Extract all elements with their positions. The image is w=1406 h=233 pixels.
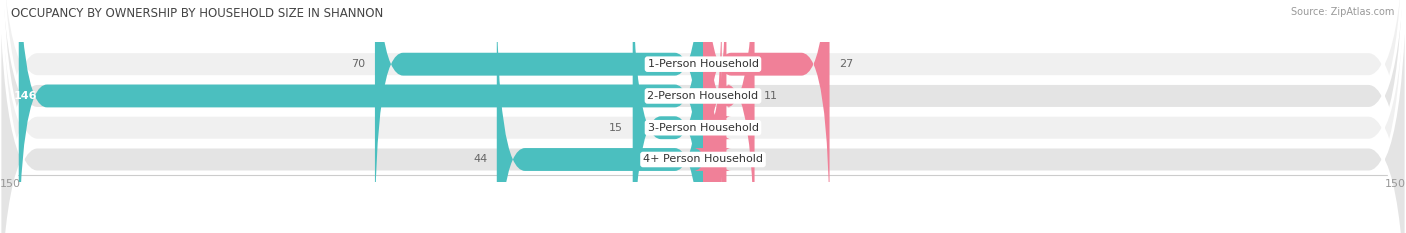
Text: 11: 11 [763, 91, 778, 101]
Text: 150: 150 [1385, 179, 1406, 189]
FancyBboxPatch shape [699, 0, 731, 233]
Text: 3-Person Household: 3-Person Household [648, 123, 758, 133]
Text: 44: 44 [474, 154, 488, 164]
Text: 1-Person Household: 1-Person Household [648, 59, 758, 69]
Text: 15: 15 [609, 123, 623, 133]
FancyBboxPatch shape [693, 0, 731, 233]
Text: 70: 70 [352, 59, 366, 69]
Text: 4+ Person Household: 4+ Person Household [643, 154, 763, 164]
FancyBboxPatch shape [703, 0, 755, 233]
FancyBboxPatch shape [633, 0, 703, 233]
FancyBboxPatch shape [496, 0, 703, 233]
FancyBboxPatch shape [18, 0, 703, 233]
Legend: Owner-occupied, Renter-occupied: Owner-occupied, Renter-occupied [586, 230, 820, 233]
Text: 5: 5 [735, 123, 742, 133]
Text: 150: 150 [0, 179, 21, 189]
FancyBboxPatch shape [703, 0, 830, 233]
FancyBboxPatch shape [375, 0, 703, 233]
Text: OCCUPANCY BY OWNERSHIP BY HOUSEHOLD SIZE IN SHANNON: OCCUPANCY BY OWNERSHIP BY HOUSEHOLD SIZE… [11, 7, 384, 20]
Text: 4: 4 [731, 154, 738, 164]
Text: Source: ZipAtlas.com: Source: ZipAtlas.com [1291, 7, 1395, 17]
Text: 27: 27 [839, 59, 853, 69]
Text: 2-Person Household: 2-Person Household [647, 91, 759, 101]
Text: 146: 146 [14, 91, 38, 101]
